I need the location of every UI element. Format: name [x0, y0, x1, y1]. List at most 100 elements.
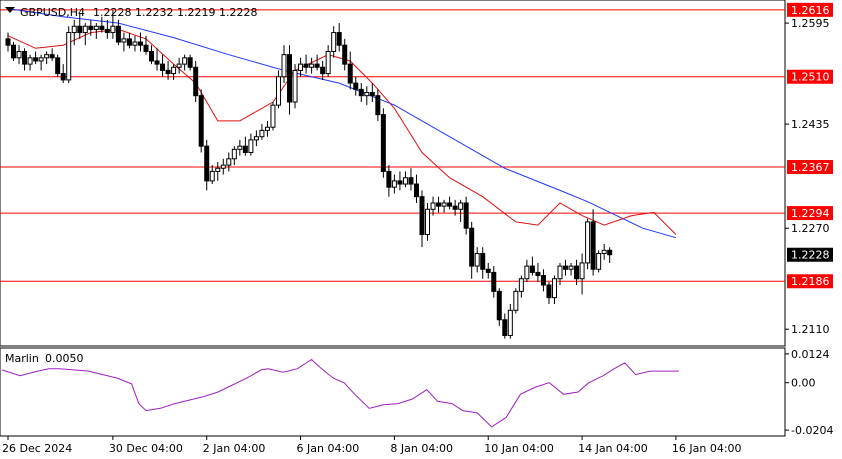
candle[interactable] — [579, 262, 585, 280]
candle[interactable] — [220, 164, 226, 169]
candle[interactable] — [447, 202, 453, 207]
candle[interactable] — [149, 50, 155, 62]
candle[interactable] — [82, 25, 88, 34]
candle[interactable] — [375, 95, 381, 116]
candle[interactable] — [160, 63, 166, 71]
candle[interactable] — [546, 284, 552, 299]
candle[interactable] — [11, 44, 17, 59]
candle[interactable] — [77, 25, 83, 34]
candle[interactable] — [513, 290, 519, 311]
candle[interactable] — [16, 50, 22, 59]
candle[interactable] — [491, 271, 497, 292]
candle[interactable] — [331, 32, 337, 52]
candle[interactable] — [441, 202, 447, 207]
candle[interactable] — [336, 32, 342, 46]
candle[interactable] — [253, 136, 259, 141]
candle[interactable] — [463, 202, 469, 229]
candle[interactable] — [342, 44, 348, 65]
candle[interactable] — [585, 221, 591, 264]
candle[interactable] — [380, 114, 386, 172]
candle[interactable] — [480, 252, 486, 270]
candle[interactable] — [325, 50, 331, 75]
candle[interactable] — [165, 69, 171, 75]
candle[interactable] — [607, 249, 613, 256]
candle[interactable] — [60, 73, 66, 81]
candle[interactable] — [5, 38, 11, 46]
candle[interactable] — [204, 145, 210, 182]
candle[interactable] — [298, 63, 304, 71]
candle[interactable] — [154, 60, 160, 65]
candle[interactable] — [198, 95, 204, 147]
candle[interactable] — [143, 44, 149, 52]
candle[interactable] — [309, 63, 315, 68]
candle[interactable] — [518, 278, 524, 292]
candle[interactable] — [402, 177, 408, 185]
candle[interactable] — [33, 57, 39, 62]
candle[interactable] — [259, 129, 265, 138]
candle[interactable] — [358, 88, 364, 97]
candle[interactable] — [485, 268, 491, 273]
candle[interactable] — [110, 25, 116, 34]
candle[interactable] — [408, 177, 414, 185]
candle[interactable] — [551, 278, 557, 299]
candle[interactable] — [391, 180, 397, 188]
candle[interactable] — [529, 265, 535, 273]
candle[interactable] — [590, 221, 596, 270]
candle[interactable] — [430, 202, 436, 210]
candle[interactable] — [386, 170, 392, 188]
candle[interactable] — [22, 50, 28, 65]
candle[interactable] — [281, 54, 287, 78]
candle[interactable] — [71, 25, 77, 34]
candle[interactable] — [320, 66, 326, 75]
candle[interactable] — [425, 208, 431, 236]
candle[interactable] — [187, 57, 193, 68]
candle[interactable] — [226, 158, 232, 166]
candle[interactable] — [436, 202, 442, 207]
candle[interactable] — [507, 309, 513, 337]
candle[interactable] — [601, 249, 607, 254]
candle[interactable] — [314, 63, 320, 68]
candle[interactable] — [176, 63, 182, 68]
candle[interactable] — [540, 275, 546, 286]
candle[interactable] — [397, 180, 403, 185]
candle[interactable] — [55, 57, 61, 75]
candle[interactable] — [535, 271, 541, 277]
candle[interactable] — [303, 63, 309, 68]
candle[interactable] — [364, 92, 370, 97]
candle[interactable] — [292, 69, 298, 103]
candle[interactable] — [347, 63, 353, 84]
candle[interactable] — [568, 265, 574, 270]
candle[interactable] — [458, 202, 464, 210]
candle[interactable] — [126, 38, 132, 46]
candle[interactable] — [182, 57, 188, 65]
candle[interactable] — [574, 265, 580, 280]
candle[interactable] — [275, 76, 281, 106]
candle[interactable] — [413, 183, 419, 198]
candle[interactable] — [66, 32, 72, 81]
candle[interactable] — [115, 25, 121, 43]
candle[interactable] — [215, 167, 221, 172]
candle[interactable] — [264, 126, 270, 131]
candle[interactable] — [104, 28, 110, 34]
candle[interactable] — [502, 319, 508, 337]
candle[interactable] — [137, 41, 143, 46]
candle[interactable] — [49, 54, 55, 59]
candle[interactable] — [596, 252, 602, 270]
candle[interactable] — [242, 145, 248, 153]
candle[interactable] — [237, 145, 243, 150]
candle[interactable] — [171, 66, 177, 75]
candle[interactable] — [474, 252, 480, 267]
candle[interactable] — [193, 66, 199, 97]
candle[interactable] — [121, 38, 127, 43]
candle[interactable] — [132, 41, 138, 46]
candle[interactable] — [496, 290, 502, 321]
candle[interactable] — [248, 139, 254, 153]
candle[interactable] — [287, 54, 293, 103]
menu-triangle-icon[interactable] — [5, 7, 15, 13]
candle[interactable] — [270, 104, 276, 128]
candle[interactable] — [557, 265, 563, 280]
candle[interactable] — [27, 57, 33, 65]
candle[interactable] — [419, 196, 425, 236]
candle[interactable] — [93, 25, 99, 30]
